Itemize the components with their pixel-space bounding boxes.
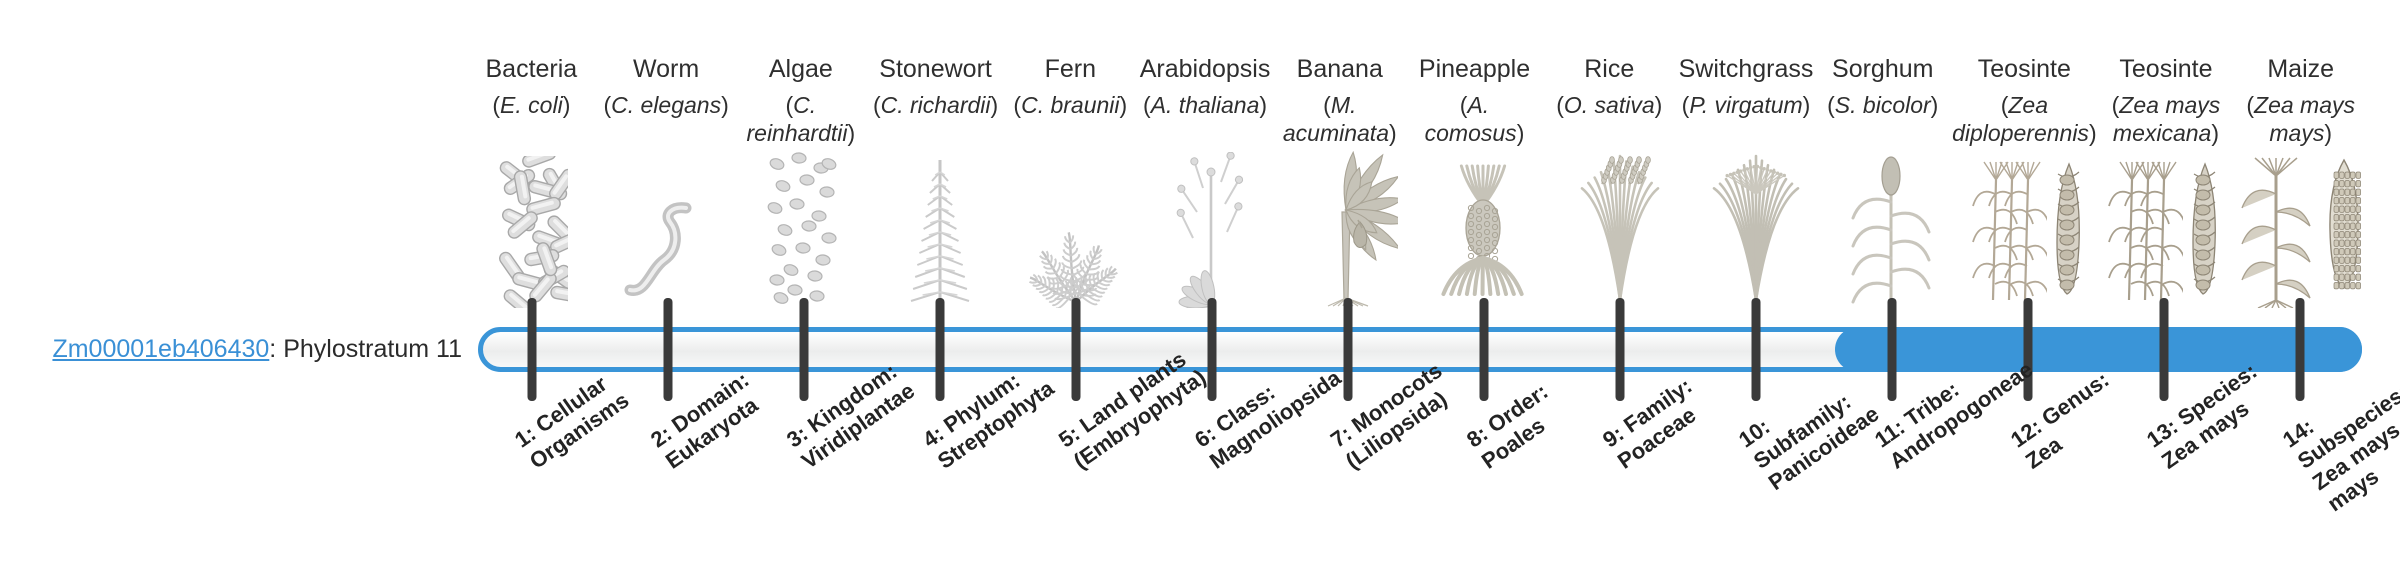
species-scientific-name: (C. braunii) [1013, 92, 1128, 118]
species-column-stonewort-4: Stonewort (C. richardii) [868, 52, 1003, 162]
maize-illustration [2232, 157, 2368, 310]
species-scientific-name: (C. reinhardtii) [746, 92, 856, 146]
timeline-tick-1[interactable] [527, 298, 537, 401]
species-column-pineapple-8: Pineapple (A. comosus) [1407, 52, 1542, 162]
species-scientific-name: (P. virgatum) [1681, 92, 1811, 118]
stratum-name: Cellular Organisms [524, 370, 634, 474]
species-common-name: Sorghum [1832, 55, 1934, 83]
species-column-maize-14: Maize (Zea mays mays) [2233, 52, 2368, 162]
species-column-arabidopsis-6: Arabidopsis (A. thaliana) [1138, 52, 1273, 162]
algae-illustration [736, 152, 872, 310]
species-column-switchgrass-10: Switchgrass (P. virgatum) [1677, 52, 1816, 162]
species-scientific-name: (O. sativa) [1556, 92, 1663, 118]
timeline-tick-3[interactable] [799, 298, 809, 401]
species-common-name: Banana [1296, 55, 1383, 83]
species-scientific-name: (Zea mays mexicana) [2111, 92, 2221, 146]
timeline-tick-12[interactable] [2023, 298, 2033, 401]
timeline-tick-10[interactable] [1751, 298, 1761, 401]
species-scientific-name: (E. coli) [492, 92, 571, 118]
species-column-rice-9: Rice (O. sativa) [1542, 52, 1677, 162]
species-column-bacteria-1: Bacteria (E. coli) [464, 52, 599, 162]
species-common-name: Stonewort [879, 55, 992, 83]
species-column-worm-2: Worm (C. elegans) [599, 52, 734, 162]
species-common-name: Algae [768, 55, 833, 83]
stratum-name: Monocots (Liliopsida) [1340, 357, 1452, 474]
timeline-fill-bar [1835, 327, 2362, 372]
teosinte-diploperennis-illustration [1960, 161, 2096, 310]
species-common-name: Bacteria [485, 55, 578, 83]
species-scientific-name: (Zea diploperennis) [1952, 92, 2097, 146]
stonewort-illustration [872, 160, 1008, 310]
sorghum-illustration [1824, 156, 1960, 310]
species-column-banana-7: Banana (M. acuminata) [1272, 52, 1407, 162]
timeline-tick-13[interactable] [2159, 298, 2169, 401]
bacteria-illustration [464, 156, 600, 310]
species-scientific-name: (Zea mays mays) [2246, 92, 2356, 146]
fern-illustration [1008, 162, 1144, 310]
stratum-name: Species: Zea mays [2156, 358, 2262, 474]
banana-illustration [1280, 150, 1416, 310]
timeline-tick-2[interactable] [663, 298, 673, 401]
species-common-name: Worm [633, 55, 700, 83]
species-scientific-name: (S. bicolor) [1827, 92, 1939, 118]
species-common-name: Fern [1044, 55, 1096, 83]
stratum-name: Subfamily: Panicoideae [1748, 388, 1884, 496]
species-column-fern-5: Fern (C. braunii) [1003, 52, 1138, 162]
gene-label-separator: : [269, 335, 284, 363]
arabidopsis-illustration [1144, 152, 1280, 310]
rice-illustration [1552, 154, 1688, 310]
phylostratum-timeline[interactable] [478, 298, 2362, 401]
stratum-name: Class: Magnoliopsida [1204, 364, 1346, 474]
timeline-tick-9[interactable] [1615, 298, 1625, 401]
timeline-tick-6[interactable] [1207, 298, 1217, 401]
stratum-name: Domain: Eukaryota [660, 366, 763, 474]
timeline-tick-5[interactable] [1071, 298, 1081, 401]
species-column-teosinte-13: Teosinte (Zea mays mexicana) [2099, 52, 2234, 162]
gene-id-link[interactable]: Zm00001eb406430 [52, 335, 270, 363]
species-common-name: Teosinte [2119, 55, 2213, 83]
pineapple-illustration [1416, 162, 1552, 310]
stratum-name: Kingdom: Viridiplantae [796, 358, 920, 474]
species-scientific-name: (A. thaliana) [1143, 92, 1268, 118]
timeline-tick-14[interactable] [2295, 298, 2305, 401]
species-scientific-name: (C. elegans) [603, 92, 729, 118]
timeline-tick-8[interactable] [1479, 298, 1489, 401]
species-scientific-name: (C. richardii) [872, 92, 999, 118]
phylostratum-text: Phylostratum 11 [283, 335, 462, 363]
timeline-tick-4[interactable] [935, 298, 945, 401]
species-common-name: Teosinte [1977, 55, 2071, 83]
switchgrass-illustration [1688, 154, 1824, 310]
species-scientific-name: (A. comosus) [1424, 92, 1525, 146]
species-column-sorghum-11: Sorghum (S. bicolor) [1815, 52, 1950, 162]
species-illustration-row [464, 150, 2368, 310]
gene-phylostratum-label: Zm00001eb406430: Phylostratum 11 [0, 334, 462, 364]
stratum-name: Phylum: Streptophyta [932, 367, 1059, 474]
worm-illustration [600, 162, 736, 310]
species-common-name: Pineapple [1418, 55, 1531, 83]
species-header-row: Bacteria (E. coli) Worm (C. elegans) Algae (C… [464, 52, 2368, 162]
stratum-name: Family: Poaceae [1612, 373, 1701, 474]
species-common-name: Switchgrass [1678, 55, 1814, 83]
species-column-teosinte-12: Teosinte (Zea diploperennis) [1950, 52, 2098, 162]
species-scientific-name: (M. acuminata) [1282, 92, 1397, 146]
timeline-tick-7[interactable] [1343, 298, 1353, 401]
species-column-algae-3: Algae (C. reinhardtii) [733, 52, 868, 162]
timeline-tick-11[interactable] [1887, 298, 1897, 401]
stratum-name: Tribe: Andropogoneae [1884, 356, 2038, 474]
stratum-name: Subspecies: Zea mays mays [2292, 378, 2400, 517]
species-common-name: Arabidopsis [1139, 55, 1271, 83]
species-common-name: Maize [2267, 55, 2335, 83]
species-common-name: Rice [1584, 55, 1635, 83]
teosinte-mexicana-illustration [2096, 161, 2232, 310]
